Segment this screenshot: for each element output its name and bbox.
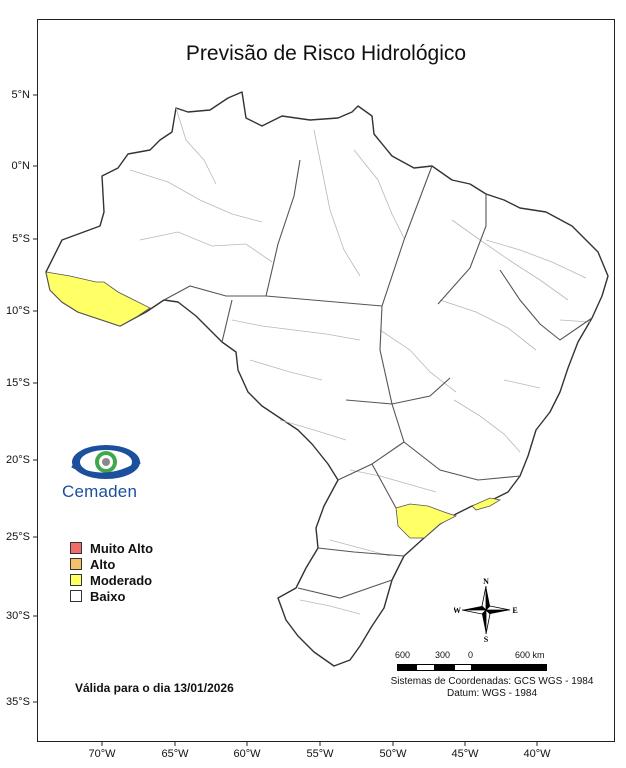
lat-label-20s: 20°S: [6, 454, 30, 466]
legend-item-muito-alto: Muito Alto: [70, 540, 154, 556]
lon-label-45w: 45°W: [451, 748, 479, 760]
lat-label-5s: 5°S: [12, 233, 30, 245]
lon-label-50w: 50°W: [379, 748, 407, 760]
compass-w: W: [454, 606, 461, 615]
legend-item-alto: Alto: [70, 556, 116, 572]
lon-label-60w: 60°W: [233, 748, 261, 760]
scale-bar: [397, 664, 547, 671]
lat-label-15s: 15°S: [6, 377, 30, 389]
lon-label-55w: 55°W: [306, 748, 334, 760]
lat-label-35s: 35°S: [6, 696, 30, 708]
legend-swatch: [70, 590, 82, 602]
lat-label-10s: 10°S: [6, 305, 30, 317]
compass-n: N: [483, 578, 489, 586]
scale-label-600: 600: [395, 650, 411, 660]
lat-label-0: 0°N: [11, 160, 30, 172]
risk-region-rio-coast: [471, 497, 502, 511]
legend-label: Baixo: [90, 588, 126, 604]
cemaden-logo: [71, 445, 141, 479]
lat-label-25s: 25°S: [6, 531, 30, 543]
axis-ticks: [33, 94, 538, 746]
scale-label-300: 300: [435, 650, 451, 660]
lat-label-5n: 5°N: [11, 89, 30, 101]
risk-region-sao-paulo: [395, 503, 458, 539]
map-title: Previsão de Risco Hidrológico: [185, 42, 467, 65]
legend-swatch: [70, 574, 82, 586]
lon-label-65w: 65°W: [161, 748, 189, 760]
validity-date: Válida para o dia 13/01/2026: [75, 681, 234, 695]
risk-region-acre: [45, 271, 151, 327]
legend-item-baixo: Baixo: [70, 588, 126, 604]
coord-system-line2: Datum: WGS - 1984: [446, 688, 538, 699]
coord-system-line1: Sistemas de Coordenadas: GCS WGS - 1984: [390, 676, 594, 687]
compass-e: E: [512, 606, 517, 615]
legend-swatch: [70, 542, 82, 554]
legend-label: Alto: [90, 556, 116, 572]
scale-label-600km: 600 km: [515, 650, 545, 660]
compass-rose-icon: N S W E: [454, 578, 518, 642]
lon-label-70w: 70°W: [88, 748, 116, 760]
cemaden-logo-text: Cemaden: [62, 482, 138, 501]
coordinate-system: Sistemas de Coordenadas: GCS WGS - 1984 …: [372, 676, 612, 700]
legend-label: Moderado: [90, 572, 153, 588]
state-borders: [163, 159, 593, 599]
lon-label-40w: 40°W: [523, 748, 551, 760]
legend-swatch: [70, 558, 82, 570]
region-boundaries: [129, 107, 591, 615]
scale-label-0: 0: [468, 650, 474, 660]
legend-item-moderado: Moderado: [70, 572, 153, 588]
legend-label: Muito Alto: [90, 540, 154, 556]
lat-label-30s: 30°S: [6, 610, 30, 622]
compass-s: S: [484, 635, 489, 642]
